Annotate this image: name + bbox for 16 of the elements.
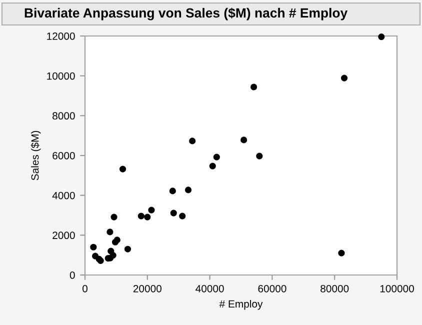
y-axis-title: Sales ($M) xyxy=(30,130,41,180)
x-tick-label: 80000 xyxy=(320,284,349,292)
x-axis-title: # Employ xyxy=(219,300,263,310)
y-tick-label: 4000 xyxy=(52,192,75,200)
y-tick-label: 8000 xyxy=(52,112,75,120)
y-tick-label: 6000 xyxy=(52,152,75,160)
y-tick-label: 12000 xyxy=(47,32,75,40)
x-tick-label: 100000 xyxy=(380,284,414,292)
y-tick-label: 10000 xyxy=(47,72,75,80)
x-tick-label: 20000 xyxy=(133,284,162,292)
x-tick-label: 60000 xyxy=(258,284,286,292)
y-tick-label: 2000 xyxy=(52,232,75,240)
x-tick-label: 40000 xyxy=(196,284,224,292)
chart-title: Bivariate Anpassung von Sales ($M) nach # Employ xyxy=(24,8,348,20)
x-tick-label: 0 xyxy=(82,284,88,292)
y-tick-label: 0 xyxy=(70,272,75,279)
